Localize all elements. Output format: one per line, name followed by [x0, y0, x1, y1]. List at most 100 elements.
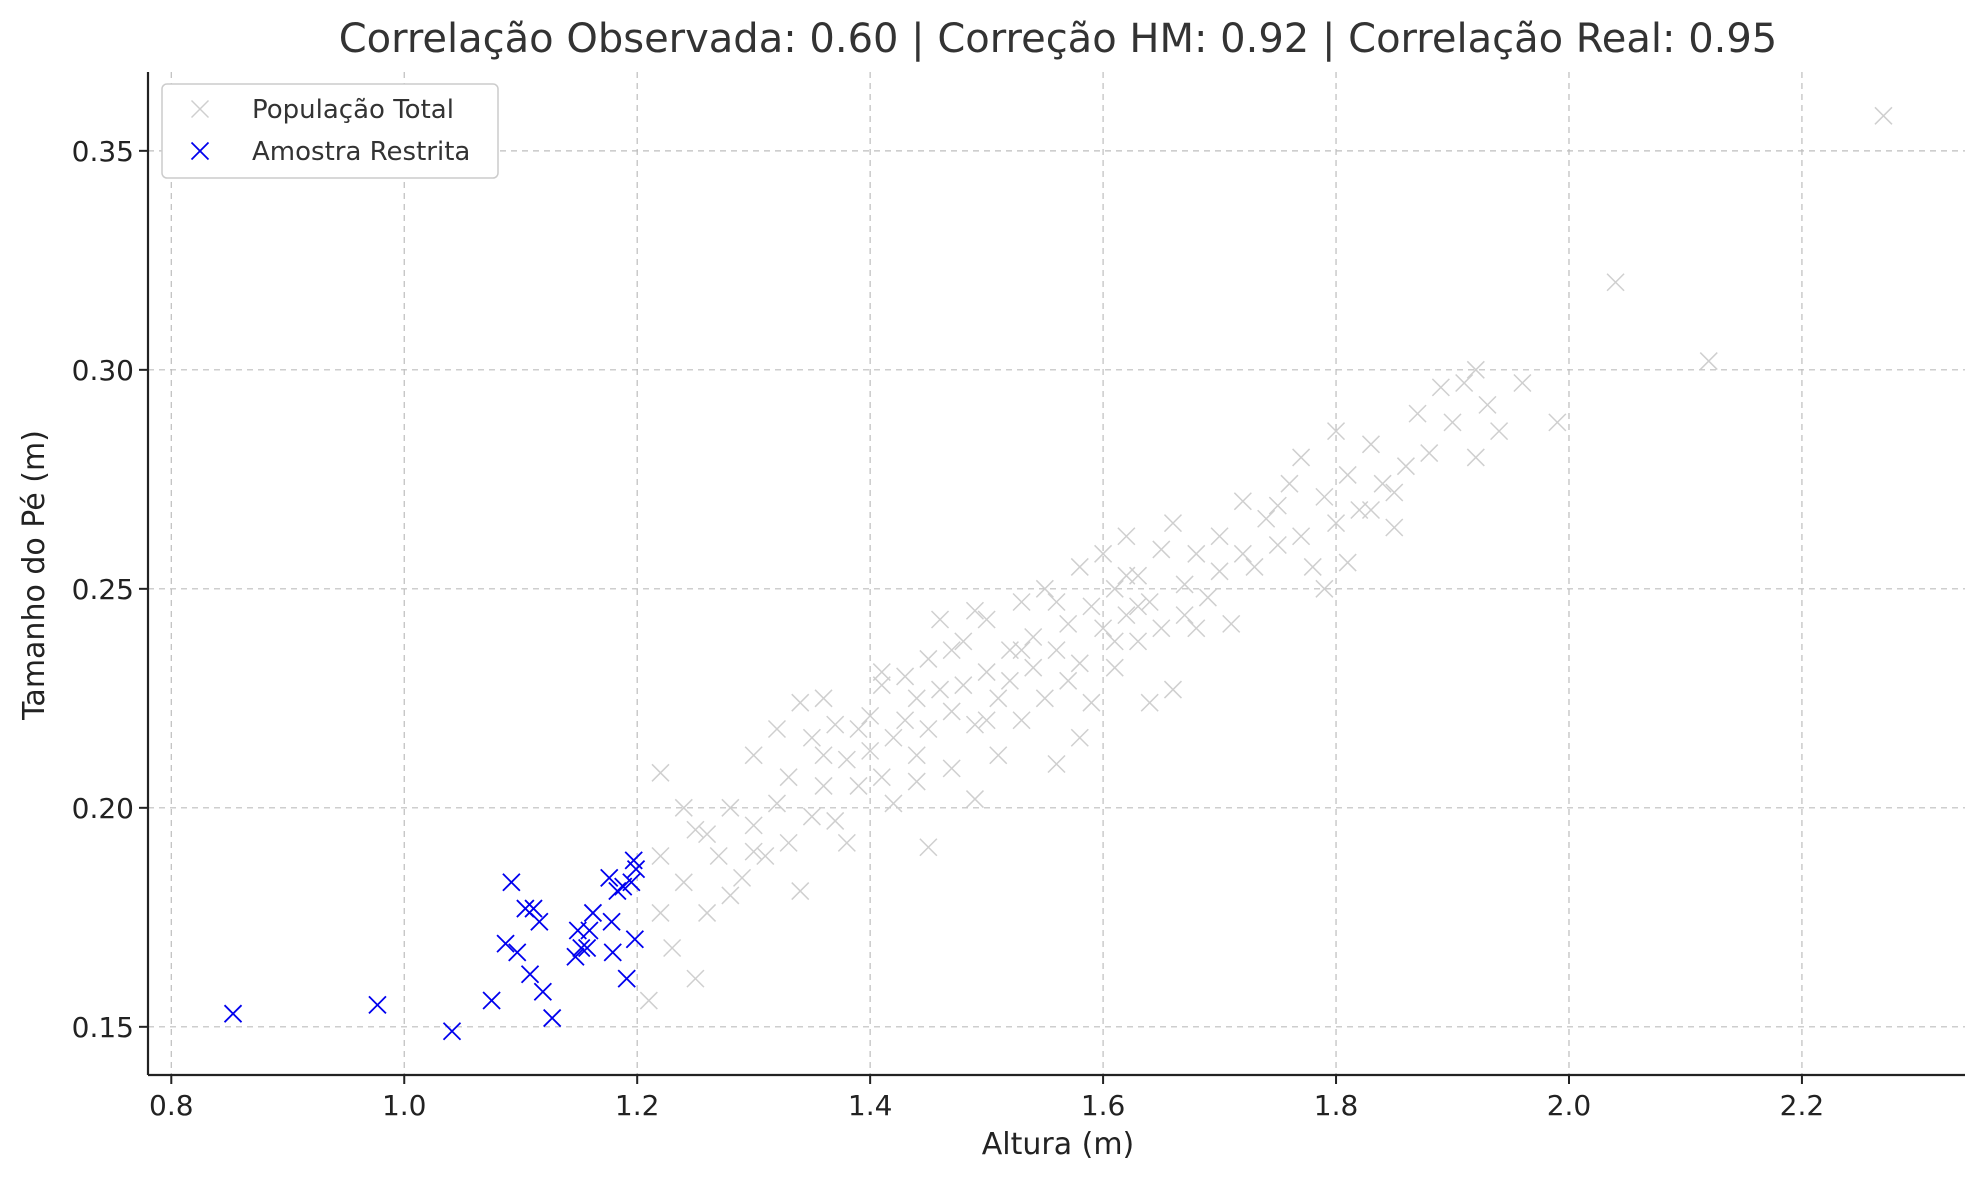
- populacao-total-point: [651, 903, 670, 922]
- populacao-total-point: [791, 693, 810, 712]
- populacao-total-point: [872, 676, 891, 695]
- populacao-total-point: [965, 790, 984, 809]
- populacao-total-point: [686, 969, 705, 988]
- populacao-total-point: [1268, 496, 1287, 515]
- populacao-total-point: [837, 750, 856, 769]
- populacao-total-point: [802, 728, 821, 747]
- populacao-total-point: [814, 689, 833, 708]
- amostra-restrita-point: [533, 982, 552, 1001]
- populacao-total-point: [919, 719, 938, 739]
- populacao-total-point: [1455, 373, 1474, 393]
- axes-spines: [146, 72, 1965, 1077]
- y-tick-label: 0.15: [72, 1011, 134, 1044]
- populacao-total-point: [942, 759, 961, 778]
- y-tick-label: 0.25: [72, 573, 134, 606]
- populacao-total-point: [1117, 527, 1136, 546]
- populacao-total-point: [1163, 680, 1183, 699]
- populacao-total-point: [1338, 465, 1357, 484]
- populacao-total-point: [1163, 514, 1183, 533]
- y-tick-label: 0.20: [72, 792, 134, 825]
- populacao-total-point: [942, 641, 961, 660]
- populacao-total-point: [1152, 619, 1171, 638]
- legend-marker-x: [190, 141, 210, 161]
- populacao-total-point: [896, 667, 915, 686]
- populacao-total-point: [1606, 273, 1625, 292]
- populacao-total-point: [802, 807, 821, 826]
- populacao-total-point: [1466, 448, 1485, 467]
- populacao-total-point: [779, 833, 798, 852]
- populacao-total-point: [907, 746, 926, 765]
- populacao-total-point: [954, 676, 973, 695]
- populacao-total-point: [965, 601, 984, 620]
- populacao-total-point: [1012, 711, 1031, 730]
- populacao-total-point: [1431, 378, 1450, 397]
- populacao-total-point: [1047, 592, 1066, 611]
- amostra-restrita-point: [496, 934, 515, 953]
- x-tick-label: 1.2: [615, 1089, 660, 1122]
- y-tick-label: 0.35: [72, 135, 134, 168]
- populacao-total-point: [1292, 448, 1311, 467]
- populacao-total-point: [744, 746, 763, 765]
- populacao-total-point: [698, 903, 717, 922]
- x-axis-ticks: 0.8 1.0 1.2 1.4 1.6 1.8 2.0 2.2: [149, 1075, 1824, 1122]
- populacao-total-point: [1699, 352, 1718, 371]
- populacao-total-point: [1140, 592, 1159, 611]
- amostra-restrita-point: [368, 995, 387, 1015]
- populacao-total-point: [884, 728, 903, 747]
- populacao-total-point: [919, 649, 938, 668]
- populacao-total-point: [674, 798, 693, 817]
- populacao-total-point: [1548, 413, 1567, 432]
- populacao-total-point: [1175, 606, 1194, 625]
- populacao-total-point: [1303, 557, 1322, 576]
- populacao-total-point: [1466, 360, 1485, 379]
- amostra-restrita-point: [622, 873, 641, 892]
- amostra-restrita-point: [603, 943, 622, 962]
- populacao-total-point: [814, 746, 833, 765]
- legend-marker-populacao-total: [190, 99, 210, 119]
- chart-title: Correlação Observada: 0.60 | Correção HM…: [339, 16, 1778, 62]
- amostra-restrita-point: [442, 1022, 462, 1041]
- populacao-total-point: [826, 811, 845, 830]
- populacao-total-point: [1059, 671, 1078, 690]
- legend: População Total Amostra Restrita: [161, 83, 499, 179]
- populacao-total-point: [1070, 557, 1089, 576]
- populacao-total-point: [1035, 579, 1054, 598]
- amostra-restrita-point: [600, 868, 619, 888]
- populacao-total-point: [1257, 509, 1276, 528]
- populacao-total-point: [1129, 632, 1148, 651]
- populacao-total-point: [1385, 518, 1404, 537]
- populacao-total-point: [1385, 483, 1404, 502]
- populacao-total-point: [1874, 106, 1893, 125]
- legend-label-amostra-restrita: Amostra Restrita: [252, 137, 470, 167]
- populacao-total-point: [1315, 579, 1334, 598]
- populacao-total-point: [686, 820, 705, 839]
- y-axis-ticks: 0.15 0.20 0.25 0.30 0.35: [72, 135, 148, 1044]
- populacao-total-point: [861, 741, 880, 760]
- populacao-total-point: [1233, 544, 1252, 563]
- amostra-restrita-point: [543, 1008, 562, 1028]
- populacao-total-point: [965, 715, 984, 734]
- populacao-total-point: [954, 632, 973, 651]
- populacao-total-point: [1420, 444, 1439, 463]
- amostra-restrita-point: [482, 991, 501, 1010]
- legend-marker-x: [190, 99, 210, 119]
- amostra-restrita-point: [577, 938, 597, 958]
- populacao-total-point: [1408, 404, 1427, 423]
- populacao-total-point: [872, 768, 891, 787]
- populacao-total-point: [1047, 754, 1066, 774]
- x-tick-label: 2.2: [1780, 1089, 1825, 1122]
- amostra-restrita-point: [524, 899, 543, 918]
- populacao-total-point: [744, 842, 763, 861]
- populacao-total-point: [1210, 562, 1229, 581]
- populacao-total-point: [1361, 435, 1381, 454]
- populacao-total-point: [1513, 373, 1532, 393]
- populacao-total-point: [1443, 413, 1462, 432]
- populacao-total-point: [977, 663, 996, 682]
- populacao-total-point: [930, 680, 950, 699]
- populacao-total-point: [1117, 606, 1136, 625]
- amostra-restrita-point: [602, 912, 621, 931]
- populacao-total-point: [977, 711, 996, 730]
- amostra-restrita-point: [580, 921, 599, 940]
- populacao-total-point: [1129, 597, 1148, 616]
